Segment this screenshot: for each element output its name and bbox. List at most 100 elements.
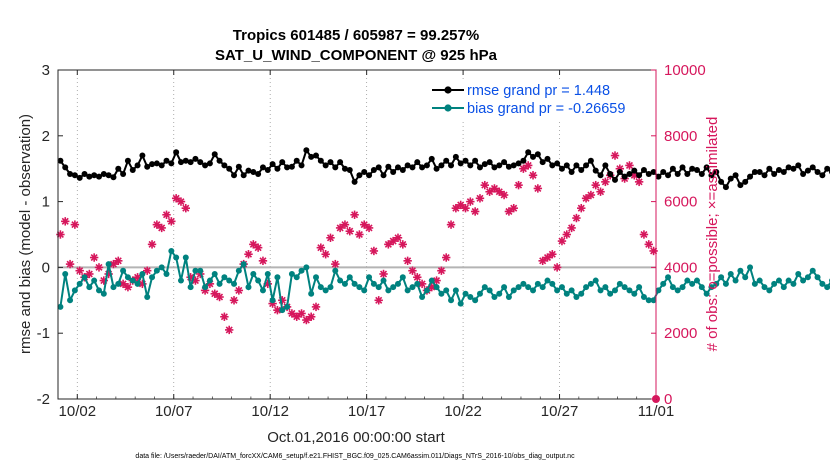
x-tick-label-6: 11/01 [638,403,674,420]
obs-point-68 [384,240,393,249]
bias-point-54 [317,284,324,291]
bias-point-63 [361,287,368,294]
y-right-tick-label-1: 2000 [664,325,697,342]
legend-bias-label: bias grand pr = -0.26659 [467,101,625,117]
rmse-point-116 [616,168,623,175]
bias-point-8 [95,287,102,294]
rmse-point-159 [824,165,830,172]
x-tick-label-1: 10/07 [155,403,193,420]
rmse-point-40 [250,168,257,175]
bias-point-96 [520,280,527,287]
rmse-point-105 [563,162,570,169]
obs-point-23-stroke-3 [167,217,175,225]
obs-point-65 [369,246,379,256]
rmse-point-135 [708,172,715,179]
obs-point-14 [123,282,133,292]
rmse-point-25 [177,159,184,166]
bias-point-93 [505,294,512,301]
obs-point-34-stroke-3 [220,313,228,321]
rmse-point-140 [732,172,739,179]
rmse-point-33 [216,157,223,164]
obs-point-55-stroke-3 [322,250,330,258]
bias-point-21 [158,264,165,271]
bias-point-0 [57,303,64,310]
x-tick-label-5: 10/27 [541,403,579,420]
rmse-point-94 [510,162,517,169]
bias-point-26 [182,254,189,261]
bias-point-104 [558,284,565,291]
rmse-point-76 [423,162,430,169]
bias-point-73 [409,284,416,291]
rmse-point-89 [486,159,493,166]
obs-point-59 [340,220,350,229]
y-right-tick-label-0: 0 [664,391,672,408]
rmse-point-29 [197,159,204,166]
obs-point-110-stroke-3 [587,191,595,199]
obs-point-120 [634,177,644,187]
x-tick-label-0: 10/02 [59,403,97,420]
bias-point-156 [809,267,816,274]
obs-point-1-stroke-3 [61,217,69,225]
legend-rmse-label: rmse grand pr = 1.448 [467,83,610,99]
rmse-point-136 [713,168,720,175]
bias-series [57,247,830,314]
rmse-point-132 [693,167,700,174]
bias-point-116 [616,280,623,287]
bias-point-20 [153,267,160,274]
obs-point-40-stroke-3 [249,240,257,248]
obs-point-50 [297,309,306,318]
obs-point-62-stroke-3 [355,230,363,239]
bias-point-159 [824,284,830,291]
bias-point-25 [177,277,184,284]
bias-point-24 [173,254,180,261]
obs-point-83 [456,200,465,210]
obs-point-78-stroke-3 [433,277,441,285]
rmse-point-52 [308,153,315,160]
bias-point-131 [689,280,696,287]
obs-point-66 [374,296,383,305]
bias-point-45 [274,274,281,281]
rmse-series [57,147,830,191]
obs-point-111-stroke-3 [592,181,600,189]
obs-point-106-stroke-3 [568,224,576,232]
rmse-point-125 [660,168,667,175]
obs-point-81-stroke-3 [447,221,455,229]
bias-point-118 [626,287,633,294]
rmse-point-134 [703,164,710,171]
bias-point-67 [380,277,387,284]
bias-point-22 [163,270,170,277]
bias-point-151 [785,277,792,284]
bias-point-97 [525,284,532,291]
obs-point-56-stroke-3 [326,234,335,242]
bias-point-114 [607,290,614,297]
obs-point-91 [495,187,504,196]
obs-point-108-stroke-3 [577,204,585,212]
bias-point-132 [693,277,700,284]
rmse-point-65 [370,167,377,174]
rmse-point-41 [255,170,262,177]
obs-point-23 [167,217,176,226]
obs-point-82-stroke-3 [452,204,460,212]
obs-point-1 [61,217,70,226]
obs-point-53-stroke-3 [312,303,320,311]
bias-point-49 [293,274,300,281]
bias-point-72 [404,287,411,294]
bias-point-55 [322,287,329,294]
obs-point-42-stroke-3 [259,257,267,265]
obs-point-22-stroke-3 [162,211,171,219]
obs-point-123 [649,246,658,256]
bias-point-99 [534,280,541,287]
y-left-tick-label-0: -2 [37,391,50,408]
rmse-point-119 [631,167,638,174]
rmse-point-95 [515,160,522,167]
rmse-point-147 [766,165,773,172]
obs-point-74 [413,273,422,282]
rmse-point-19 [149,161,156,168]
bias-point-82 [452,287,459,294]
obs-point-70 [393,233,403,242]
y-right-tick-label-2: 4000 [664,259,697,276]
obs-point-97 [524,161,533,170]
obs-point-93 [504,207,514,216]
y-left-tick-label-5: 3 [42,62,50,79]
obs-point-62 [355,230,364,239]
